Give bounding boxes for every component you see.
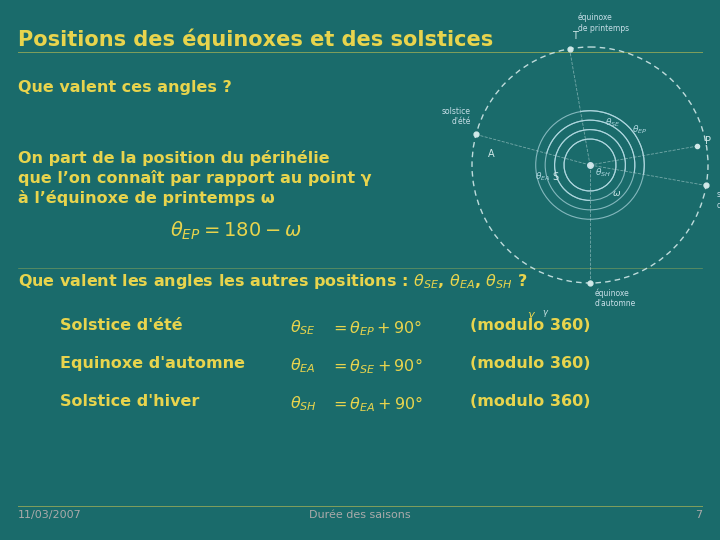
- Text: A: A: [488, 150, 495, 159]
- Text: $\gamma$: $\gamma$: [542, 308, 549, 319]
- Text: que l’on connaît par rapport au point γ: que l’on connaît par rapport au point γ: [18, 170, 372, 186]
- Text: $\theta_{SH}$: $\theta_{SH}$: [290, 394, 317, 413]
- Text: T: T: [572, 31, 578, 41]
- Text: $\theta_{SH}$: $\theta_{SH}$: [595, 167, 611, 179]
- Text: Que valent les angles les autres positions : $\theta_{SE}$, $\theta_{EA}$, $\the: Que valent les angles les autres positio…: [18, 272, 528, 291]
- Text: Equinoxe d'automne: Equinoxe d'automne: [60, 356, 245, 371]
- Text: $\theta_{EA}$: $\theta_{EA}$: [290, 356, 315, 375]
- Text: (modulo 360): (modulo 360): [470, 394, 590, 409]
- Text: Solstice d'hiver: Solstice d'hiver: [60, 394, 199, 409]
- Text: Solstice d'été: Solstice d'été: [60, 318, 183, 333]
- Text: $\theta_{EP}$: $\theta_{EP}$: [632, 124, 647, 136]
- Text: S: S: [552, 172, 558, 182]
- Text: Durée des saisons: Durée des saisons: [309, 510, 411, 520]
- Text: $\omega$: $\omega$: [612, 188, 621, 198]
- Text: $= \theta_{EA} + 90°$: $= \theta_{EA} + 90°$: [330, 394, 423, 414]
- Text: (modulo 360): (modulo 360): [470, 356, 590, 371]
- Text: $= \theta_{EP} + 90°$: $= \theta_{EP} + 90°$: [330, 318, 422, 338]
- Text: On part de la position du périhélie: On part de la position du périhélie: [18, 150, 330, 166]
- Text: 11/03/2007: 11/03/2007: [18, 510, 82, 520]
- Text: P: P: [705, 136, 711, 146]
- Text: à l’équinoxe de printemps ω: à l’équinoxe de printemps ω: [18, 190, 275, 206]
- Text: équinoxe
de printemps: équinoxe de printemps: [577, 13, 629, 33]
- Text: équinoxe
d'automne: équinoxe d'automne: [595, 288, 636, 308]
- Text: $= \theta_{SE} + 90°$: $= \theta_{SE} + 90°$: [330, 356, 423, 376]
- Text: Que valent ces angles ?: Que valent ces angles ?: [18, 80, 232, 95]
- Text: solstice
d'hiver: solstice d'hiver: [716, 191, 720, 210]
- Text: $\theta_{SE}$: $\theta_{SE}$: [605, 117, 621, 129]
- Text: $\theta_{EP} = 180 - \omega$: $\theta_{EP} = 180 - \omega$: [170, 220, 302, 242]
- Text: (modulo 360): (modulo 360): [470, 318, 590, 333]
- Text: Positions des équinoxes et des solstices: Positions des équinoxes et des solstices: [18, 28, 493, 50]
- Text: $\gamma$: $\gamma$: [528, 310, 536, 322]
- Text: $\theta_{SE}$: $\theta_{SE}$: [290, 318, 316, 337]
- Text: 7: 7: [695, 510, 702, 520]
- Text: solstice
d'été: solstice d'été: [442, 107, 471, 126]
- Text: $\theta_{EA}$: $\theta_{EA}$: [535, 171, 550, 183]
